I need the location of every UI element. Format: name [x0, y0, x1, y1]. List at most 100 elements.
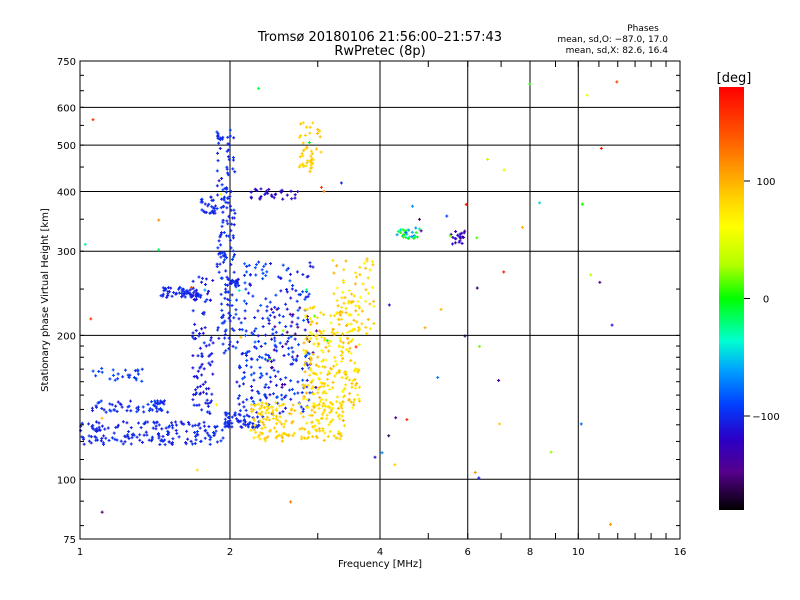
data-point — [206, 292, 210, 296]
data-point — [257, 355, 261, 359]
data-point — [288, 312, 292, 316]
data-point — [223, 329, 227, 333]
data-point — [160, 400, 164, 404]
data-point — [101, 441, 105, 445]
data-point — [272, 392, 276, 396]
data-point — [250, 331, 254, 335]
data-point — [265, 305, 269, 309]
data-point — [319, 150, 323, 154]
data-point — [325, 417, 329, 421]
data-point — [279, 289, 283, 293]
data-point — [305, 335, 309, 339]
data-point — [226, 297, 230, 301]
data-point — [229, 204, 233, 208]
data-point — [256, 402, 260, 406]
data-point — [228, 134, 232, 138]
data-point — [114, 404, 118, 408]
data-point — [136, 368, 140, 372]
data-point — [306, 405, 310, 409]
data-point — [303, 370, 307, 374]
data-point — [197, 422, 201, 426]
data-point — [138, 433, 142, 437]
data-point — [302, 318, 306, 322]
data-point — [317, 402, 321, 406]
data-point — [191, 366, 195, 370]
data-point — [226, 197, 230, 201]
data-point — [226, 303, 230, 307]
data-point — [100, 366, 104, 370]
data-point — [394, 416, 398, 420]
data-point — [300, 151, 304, 155]
data-point — [129, 409, 133, 413]
data-point — [462, 235, 466, 239]
data-point — [226, 135, 230, 139]
data-point — [205, 410, 209, 414]
data-point — [291, 419, 295, 423]
data-point — [203, 202, 207, 206]
data-point — [265, 372, 269, 376]
data-point — [247, 263, 251, 267]
data-point — [273, 343, 277, 347]
data-point — [157, 218, 161, 222]
data-point — [196, 354, 200, 358]
data-point — [282, 425, 286, 429]
data-point — [204, 428, 208, 432]
data-point — [274, 436, 278, 440]
data-point — [219, 255, 223, 259]
data-point — [306, 320, 310, 324]
data-point — [235, 417, 239, 421]
data-point — [344, 306, 348, 310]
data-point — [135, 435, 139, 439]
data-point — [321, 350, 325, 354]
data-point — [309, 323, 313, 327]
data-point — [328, 371, 332, 375]
data-point — [242, 299, 246, 303]
data-point — [357, 325, 361, 329]
data-point — [256, 411, 260, 415]
data-point — [144, 430, 148, 434]
data-point — [344, 311, 348, 315]
data-point — [275, 349, 279, 353]
data-point — [266, 435, 270, 439]
data-point — [296, 380, 300, 384]
data-point — [295, 322, 299, 326]
data-point — [222, 231, 226, 235]
data-point — [223, 333, 227, 337]
grid-lines — [80, 61, 680, 539]
data-point — [131, 432, 135, 436]
data-point — [231, 344, 235, 348]
data-point — [310, 408, 314, 412]
data-point — [349, 400, 353, 404]
data-point — [278, 420, 282, 424]
data-point — [332, 332, 336, 336]
data-point — [231, 249, 235, 253]
data-point — [216, 193, 220, 197]
data-point — [329, 366, 333, 370]
data-point — [340, 349, 344, 353]
data-point — [311, 392, 315, 396]
data-point — [320, 335, 324, 339]
data-point — [405, 232, 409, 236]
data-point — [260, 410, 264, 414]
data-point — [221, 210, 225, 214]
data-point — [97, 421, 101, 425]
data-point — [340, 375, 344, 379]
data-point — [243, 333, 247, 337]
data-point — [97, 425, 101, 429]
data-point — [598, 280, 602, 284]
data-point — [254, 327, 258, 331]
data-point — [311, 352, 315, 356]
data-point — [237, 402, 241, 406]
data-point — [357, 304, 361, 308]
data-point — [264, 439, 268, 443]
data-point — [259, 195, 263, 199]
data-point — [228, 238, 232, 242]
data-point — [290, 346, 294, 350]
data-point — [276, 401, 280, 405]
data-point — [200, 200, 204, 204]
data-point — [366, 276, 370, 280]
data-point — [328, 387, 332, 391]
data-point — [171, 437, 175, 441]
data-point — [301, 397, 305, 401]
data-point — [249, 428, 253, 432]
